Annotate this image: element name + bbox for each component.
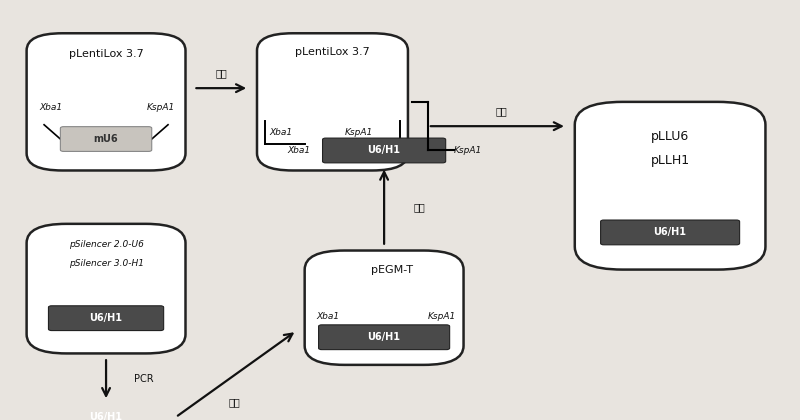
FancyBboxPatch shape [318,325,450,349]
Text: pLentiLox 3.7: pLentiLox 3.7 [69,49,143,59]
Text: U6/H1: U6/H1 [368,145,401,155]
FancyBboxPatch shape [26,33,186,171]
FancyBboxPatch shape [49,405,164,420]
FancyBboxPatch shape [26,224,186,354]
Text: U6/H1: U6/H1 [654,227,686,237]
Text: mU6: mU6 [94,134,118,144]
Text: 连接: 连接 [495,106,507,116]
Text: U6/H1: U6/H1 [368,332,401,342]
FancyBboxPatch shape [305,250,463,365]
FancyBboxPatch shape [601,220,740,245]
FancyBboxPatch shape [257,33,408,171]
Text: 酶切: 酶切 [414,202,426,212]
Text: KspA1: KspA1 [345,128,373,137]
FancyBboxPatch shape [574,102,766,270]
Text: pLLU6: pLLU6 [651,130,690,143]
Text: pSilencer 3.0-H1: pSilencer 3.0-H1 [69,260,143,268]
Text: U6/H1: U6/H1 [90,313,122,323]
Text: KspA1: KspA1 [427,312,456,321]
Text: PCR: PCR [134,374,154,384]
Text: U6/H1: U6/H1 [90,412,122,420]
Text: Xba1: Xba1 [39,103,62,112]
Text: pEGM-T: pEGM-T [371,265,413,275]
Text: Xba1: Xba1 [269,128,292,137]
Text: KspA1: KspA1 [147,103,175,112]
FancyBboxPatch shape [322,138,446,163]
Text: 连接: 连接 [228,397,240,407]
Text: pLentiLox 3.7: pLentiLox 3.7 [295,47,370,57]
Text: KspA1: KspA1 [454,146,482,155]
Text: pSilencer 2.0-U6: pSilencer 2.0-U6 [69,240,143,249]
Text: pLLH1: pLLH1 [650,155,690,168]
FancyBboxPatch shape [49,306,164,331]
Text: Xba1: Xba1 [287,146,310,155]
Text: 酶切: 酶切 [215,68,227,78]
FancyBboxPatch shape [60,127,152,152]
Text: Xba1: Xba1 [317,312,340,321]
